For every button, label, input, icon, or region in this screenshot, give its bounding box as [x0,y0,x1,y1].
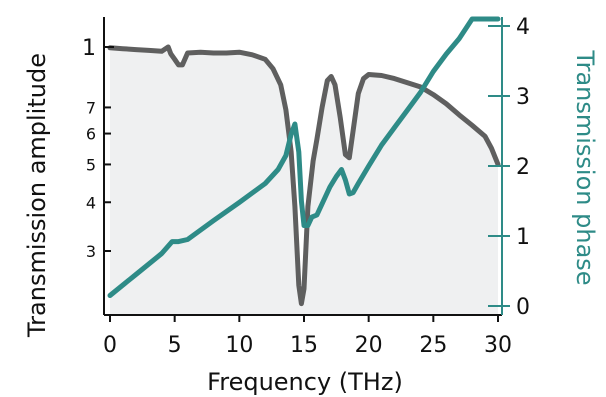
y-right-tick-label: 3 [516,85,530,110]
y-left-tick-label: 1 [82,36,96,61]
x-tick-label: 25 [419,333,447,358]
y-left-tick-label: 6 [86,125,96,144]
amplitude-fill-area [110,47,498,315]
plot-background [110,47,498,315]
series-layer [107,16,501,307]
y-axis-right-title: Transmission phase [571,49,599,285]
phase-series-line [107,16,501,298]
x-tick-label: 0 [103,333,117,358]
y-right-tick-label: 2 [516,155,530,180]
y-left-tick-label: 3 [86,242,96,261]
x-tick-label: 10 [225,333,253,358]
x-tick-label: 20 [355,333,383,358]
y-right-tick-label: 4 [516,15,530,40]
x-tick-label: 5 [168,333,182,358]
y-axis-left-title: Transmission amplitude [23,53,51,338]
y-right-tick-label: 1 [516,225,530,250]
y-left-tick-label: 4 [86,193,96,212]
x-tick-label: 15 [290,333,318,358]
y-right-tick-label: 0 [516,295,530,320]
x-axis-title: Frequency (THz) [207,368,403,396]
x-tick-label: 30 [484,333,512,358]
y-left-tick-label: 7 [86,98,96,117]
amplitude-series-line [107,44,501,307]
y-left-tick-label: 5 [86,155,96,174]
